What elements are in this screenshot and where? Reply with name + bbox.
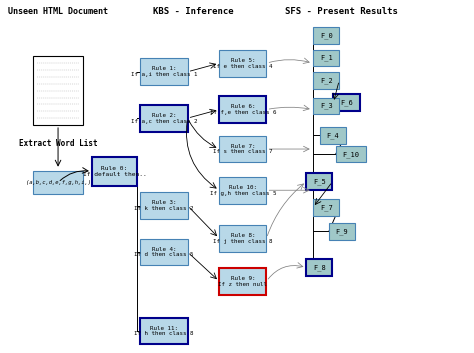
FancyBboxPatch shape	[313, 199, 339, 216]
FancyBboxPatch shape	[140, 105, 188, 132]
FancyBboxPatch shape	[320, 127, 346, 144]
FancyBboxPatch shape	[219, 96, 266, 123]
FancyBboxPatch shape	[219, 177, 266, 204]
FancyBboxPatch shape	[313, 50, 339, 66]
FancyBboxPatch shape	[336, 146, 366, 162]
Text: Rule 10:
If g,h then class 5: Rule 10: If g,h then class 5	[210, 185, 276, 196]
Text: Rule 8:
If j then class 8: Rule 8: If j then class 8	[213, 233, 273, 244]
Text: Rule 0:
If default then..: Rule 0: If default then..	[82, 166, 146, 177]
Text: F_2: F_2	[320, 77, 333, 84]
Text: Rule 3:
If k then class 2: Rule 3: If k then class 2	[134, 200, 194, 211]
FancyBboxPatch shape	[140, 192, 188, 219]
FancyBboxPatch shape	[313, 98, 339, 114]
FancyBboxPatch shape	[33, 171, 83, 194]
FancyBboxPatch shape	[219, 225, 266, 252]
Text: F_10: F_10	[342, 151, 359, 157]
Text: Rule 5:
If e then class 4: Rule 5: If e then class 4	[213, 58, 273, 68]
FancyBboxPatch shape	[313, 28, 339, 44]
Text: F_0: F_0	[320, 32, 333, 39]
Text: Rule 6:
If f,e then class 6: Rule 6: If f,e then class 6	[210, 104, 276, 115]
Text: (a,b,c,d,e,f,g,h,i,): (a,b,c,d,e,f,g,h,i,)	[26, 180, 91, 185]
Text: F_5: F_5	[313, 178, 326, 185]
Text: Rule 9:
If z then null: Rule 9: If z then null	[219, 276, 267, 287]
Text: F_7: F_7	[320, 204, 333, 211]
Text: Rule 11:
If h then class 8: Rule 11: If h then class 8	[134, 325, 194, 336]
FancyBboxPatch shape	[140, 58, 188, 85]
FancyBboxPatch shape	[33, 56, 83, 125]
Text: Rule 2:
If a,c then class 2: Rule 2: If a,c then class 2	[131, 113, 197, 124]
FancyBboxPatch shape	[219, 136, 266, 162]
FancyBboxPatch shape	[306, 173, 332, 190]
FancyBboxPatch shape	[219, 50, 266, 77]
FancyBboxPatch shape	[140, 239, 188, 265]
Text: Rule 1:
If a,i then class 1: Rule 1: If a,i then class 1	[131, 66, 197, 77]
Text: F_8: F_8	[313, 264, 326, 271]
Text: Unseen HTML Document: Unseen HTML Document	[8, 7, 108, 16]
Text: F_3: F_3	[320, 103, 333, 109]
FancyBboxPatch shape	[92, 157, 137, 186]
Text: F_9: F_9	[336, 228, 348, 235]
Text: SFS - Present Results: SFS - Present Results	[285, 7, 398, 16]
FancyBboxPatch shape	[333, 95, 359, 111]
FancyBboxPatch shape	[313, 72, 339, 89]
FancyBboxPatch shape	[219, 268, 266, 295]
Text: F_1: F_1	[320, 55, 333, 61]
Text: KBS - Inference: KBS - Inference	[153, 7, 234, 16]
Text: Rule 7:
If s then class 7: Rule 7: If s then class 7	[213, 144, 273, 154]
Text: Rule 4:
If d then class 5: Rule 4: If d then class 5	[134, 247, 194, 257]
FancyBboxPatch shape	[306, 259, 332, 276]
FancyBboxPatch shape	[329, 223, 355, 240]
Text: F_4: F_4	[327, 132, 339, 139]
Text: F_6: F_6	[340, 99, 353, 106]
Text: Extract Word List: Extract Word List	[19, 139, 97, 148]
FancyBboxPatch shape	[140, 318, 188, 345]
